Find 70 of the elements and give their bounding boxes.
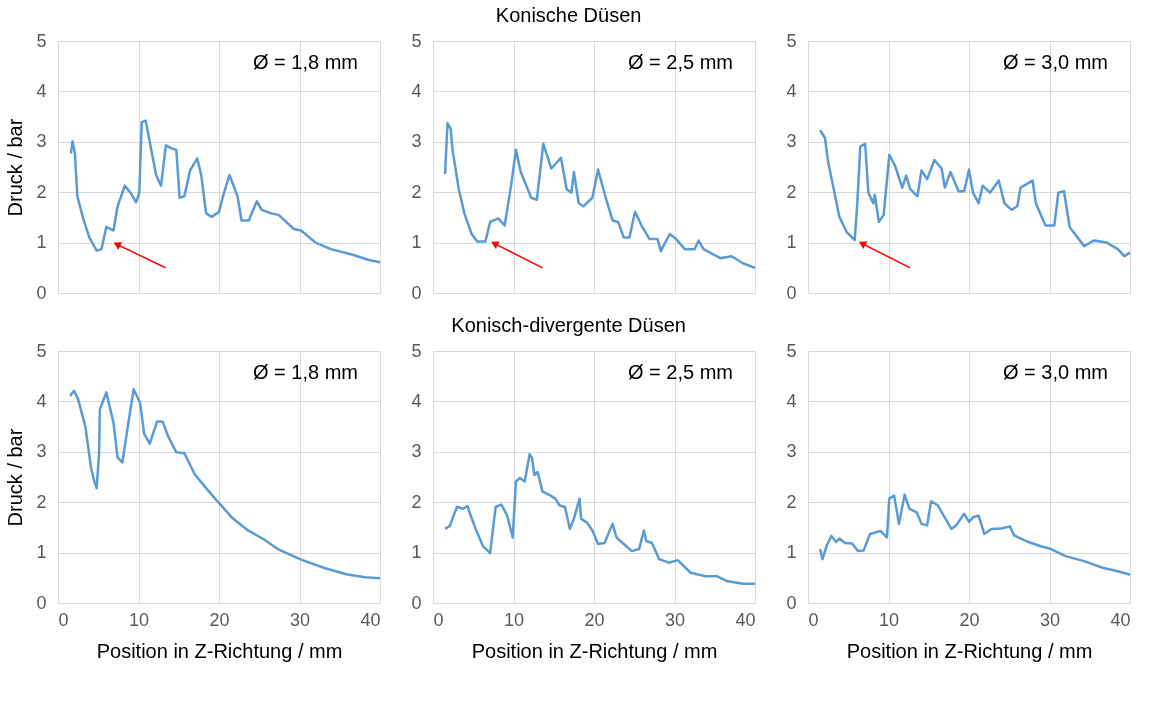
x-tick-label: 20 xyxy=(959,609,980,630)
x-tick-label: 10 xyxy=(128,609,150,630)
y-tick-label: 1 xyxy=(786,232,797,253)
annotation: Ø = 3,0 mm xyxy=(1002,51,1108,73)
y-tick-label: 1 xyxy=(411,542,422,563)
y-tick-label: 2 xyxy=(786,491,797,512)
x-tick-label: 30 xyxy=(289,609,311,630)
y-tick-label: 0 xyxy=(786,282,797,303)
x-tick-label: 40 xyxy=(360,609,381,630)
x-tick-label: 10 xyxy=(503,609,525,630)
y-tick-label: 0 xyxy=(411,282,422,303)
y-tick-label: 5 xyxy=(36,340,47,361)
annotation: Ø = 1,8 mm xyxy=(252,361,358,383)
y-tick-label: 0 xyxy=(36,592,47,613)
y-tick-label: 3 xyxy=(36,131,47,152)
y-axis-title: Druck / bar xyxy=(4,428,27,527)
y-tick-label: 0 xyxy=(36,282,47,303)
y-tick-label: 1 xyxy=(36,542,47,563)
x-axis-title: Position in Z-Richtung / mm xyxy=(846,639,1093,662)
x-tick-label: 20 xyxy=(209,609,230,630)
y-tick-label: 3 xyxy=(786,441,797,462)
y-tick-label: 2 xyxy=(411,491,422,512)
y-tick-label: 2 xyxy=(36,491,47,512)
y-tick-label: 1 xyxy=(36,232,47,253)
y-tick-label: 1 xyxy=(411,232,422,253)
x-axis-title: Position in Z-Richtung / mm xyxy=(471,639,718,662)
y-tick-label: 0 xyxy=(786,592,797,613)
y-tick-label: 1 xyxy=(786,542,797,563)
y-tick-label: 4 xyxy=(786,390,797,411)
y-tick-label: 2 xyxy=(786,181,797,202)
line-series xyxy=(69,119,382,264)
chart-title: Konisch-divergente Düsen xyxy=(451,313,686,336)
y-tick-label: 3 xyxy=(411,441,422,462)
y-tick-label: 2 xyxy=(36,181,47,202)
y-tick-label: 4 xyxy=(786,80,797,101)
annotation: Ø = 2,5 mm xyxy=(627,361,733,383)
y-tick-label: 3 xyxy=(411,131,422,152)
y-tick-label: 5 xyxy=(786,30,797,51)
x-tick-label: 40 xyxy=(735,609,756,630)
annotation: Ø = 3,0 mm xyxy=(1002,361,1108,383)
x-tick-label: 0 xyxy=(58,609,69,630)
line-series xyxy=(68,388,382,580)
y-tick-label: 5 xyxy=(786,340,797,361)
y-tick-label: 4 xyxy=(411,80,422,101)
y-tick-label: 4 xyxy=(411,390,422,411)
y-axis-title: Druck / bar xyxy=(4,118,27,217)
x-tick-label: 30 xyxy=(1039,609,1061,630)
annotation: Ø = 1,8 mm xyxy=(252,51,358,73)
x-axis-title: Position in Z-Richtung / mm xyxy=(96,639,343,662)
line-series xyxy=(443,121,757,270)
chart-title: Konische Düsen xyxy=(495,3,642,26)
line-series xyxy=(443,453,757,586)
annotation: Ø = 2,5 mm xyxy=(627,51,733,73)
x-tick-label: 0 xyxy=(808,609,819,630)
y-tick-label: 3 xyxy=(786,131,797,152)
line-series xyxy=(818,128,1132,258)
x-tick-label: 20 xyxy=(584,609,605,630)
y-tick-label: 0 xyxy=(411,592,422,613)
y-tick-label: 5 xyxy=(411,30,422,51)
y-tick-label: 2 xyxy=(411,181,422,202)
y-tick-label: 4 xyxy=(36,80,47,101)
x-tick-label: 40 xyxy=(1110,609,1131,630)
y-tick-label: 5 xyxy=(36,30,47,51)
x-tick-label: 0 xyxy=(433,609,444,630)
y-tick-label: 4 xyxy=(36,390,47,411)
line-series xyxy=(818,493,1132,577)
y-tick-label: 5 xyxy=(411,340,422,361)
x-tick-label: 10 xyxy=(878,609,900,630)
y-tick-label: 3 xyxy=(36,441,47,462)
x-tick-label: 30 xyxy=(664,609,686,630)
